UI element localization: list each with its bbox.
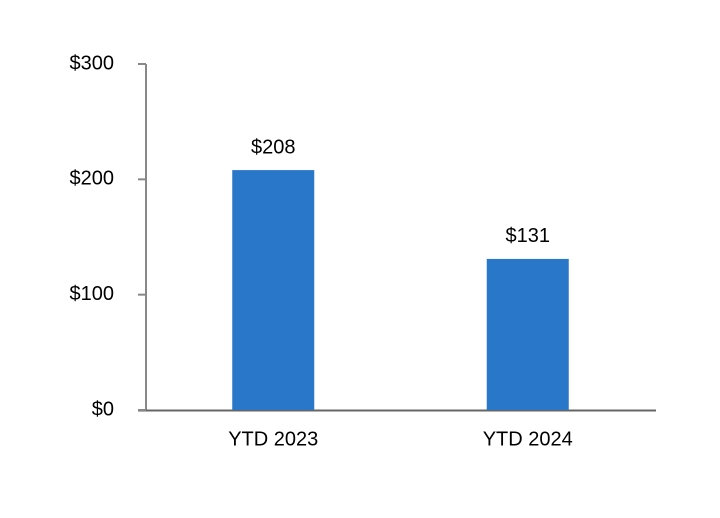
value-label: $131 (506, 225, 551, 247)
y-tick-label: $300 (70, 52, 115, 74)
x-tick-label: YTD 2023 (228, 428, 318, 450)
bar (232, 170, 315, 410)
bar (486, 258, 569, 410)
y-tick-label: $0 (92, 398, 114, 420)
x-tick-label: YTD 2024 (483, 428, 573, 450)
value-label: $208 (251, 136, 296, 158)
y-tick-label: $100 (70, 283, 115, 305)
y-tick-label: $200 (70, 168, 115, 190)
